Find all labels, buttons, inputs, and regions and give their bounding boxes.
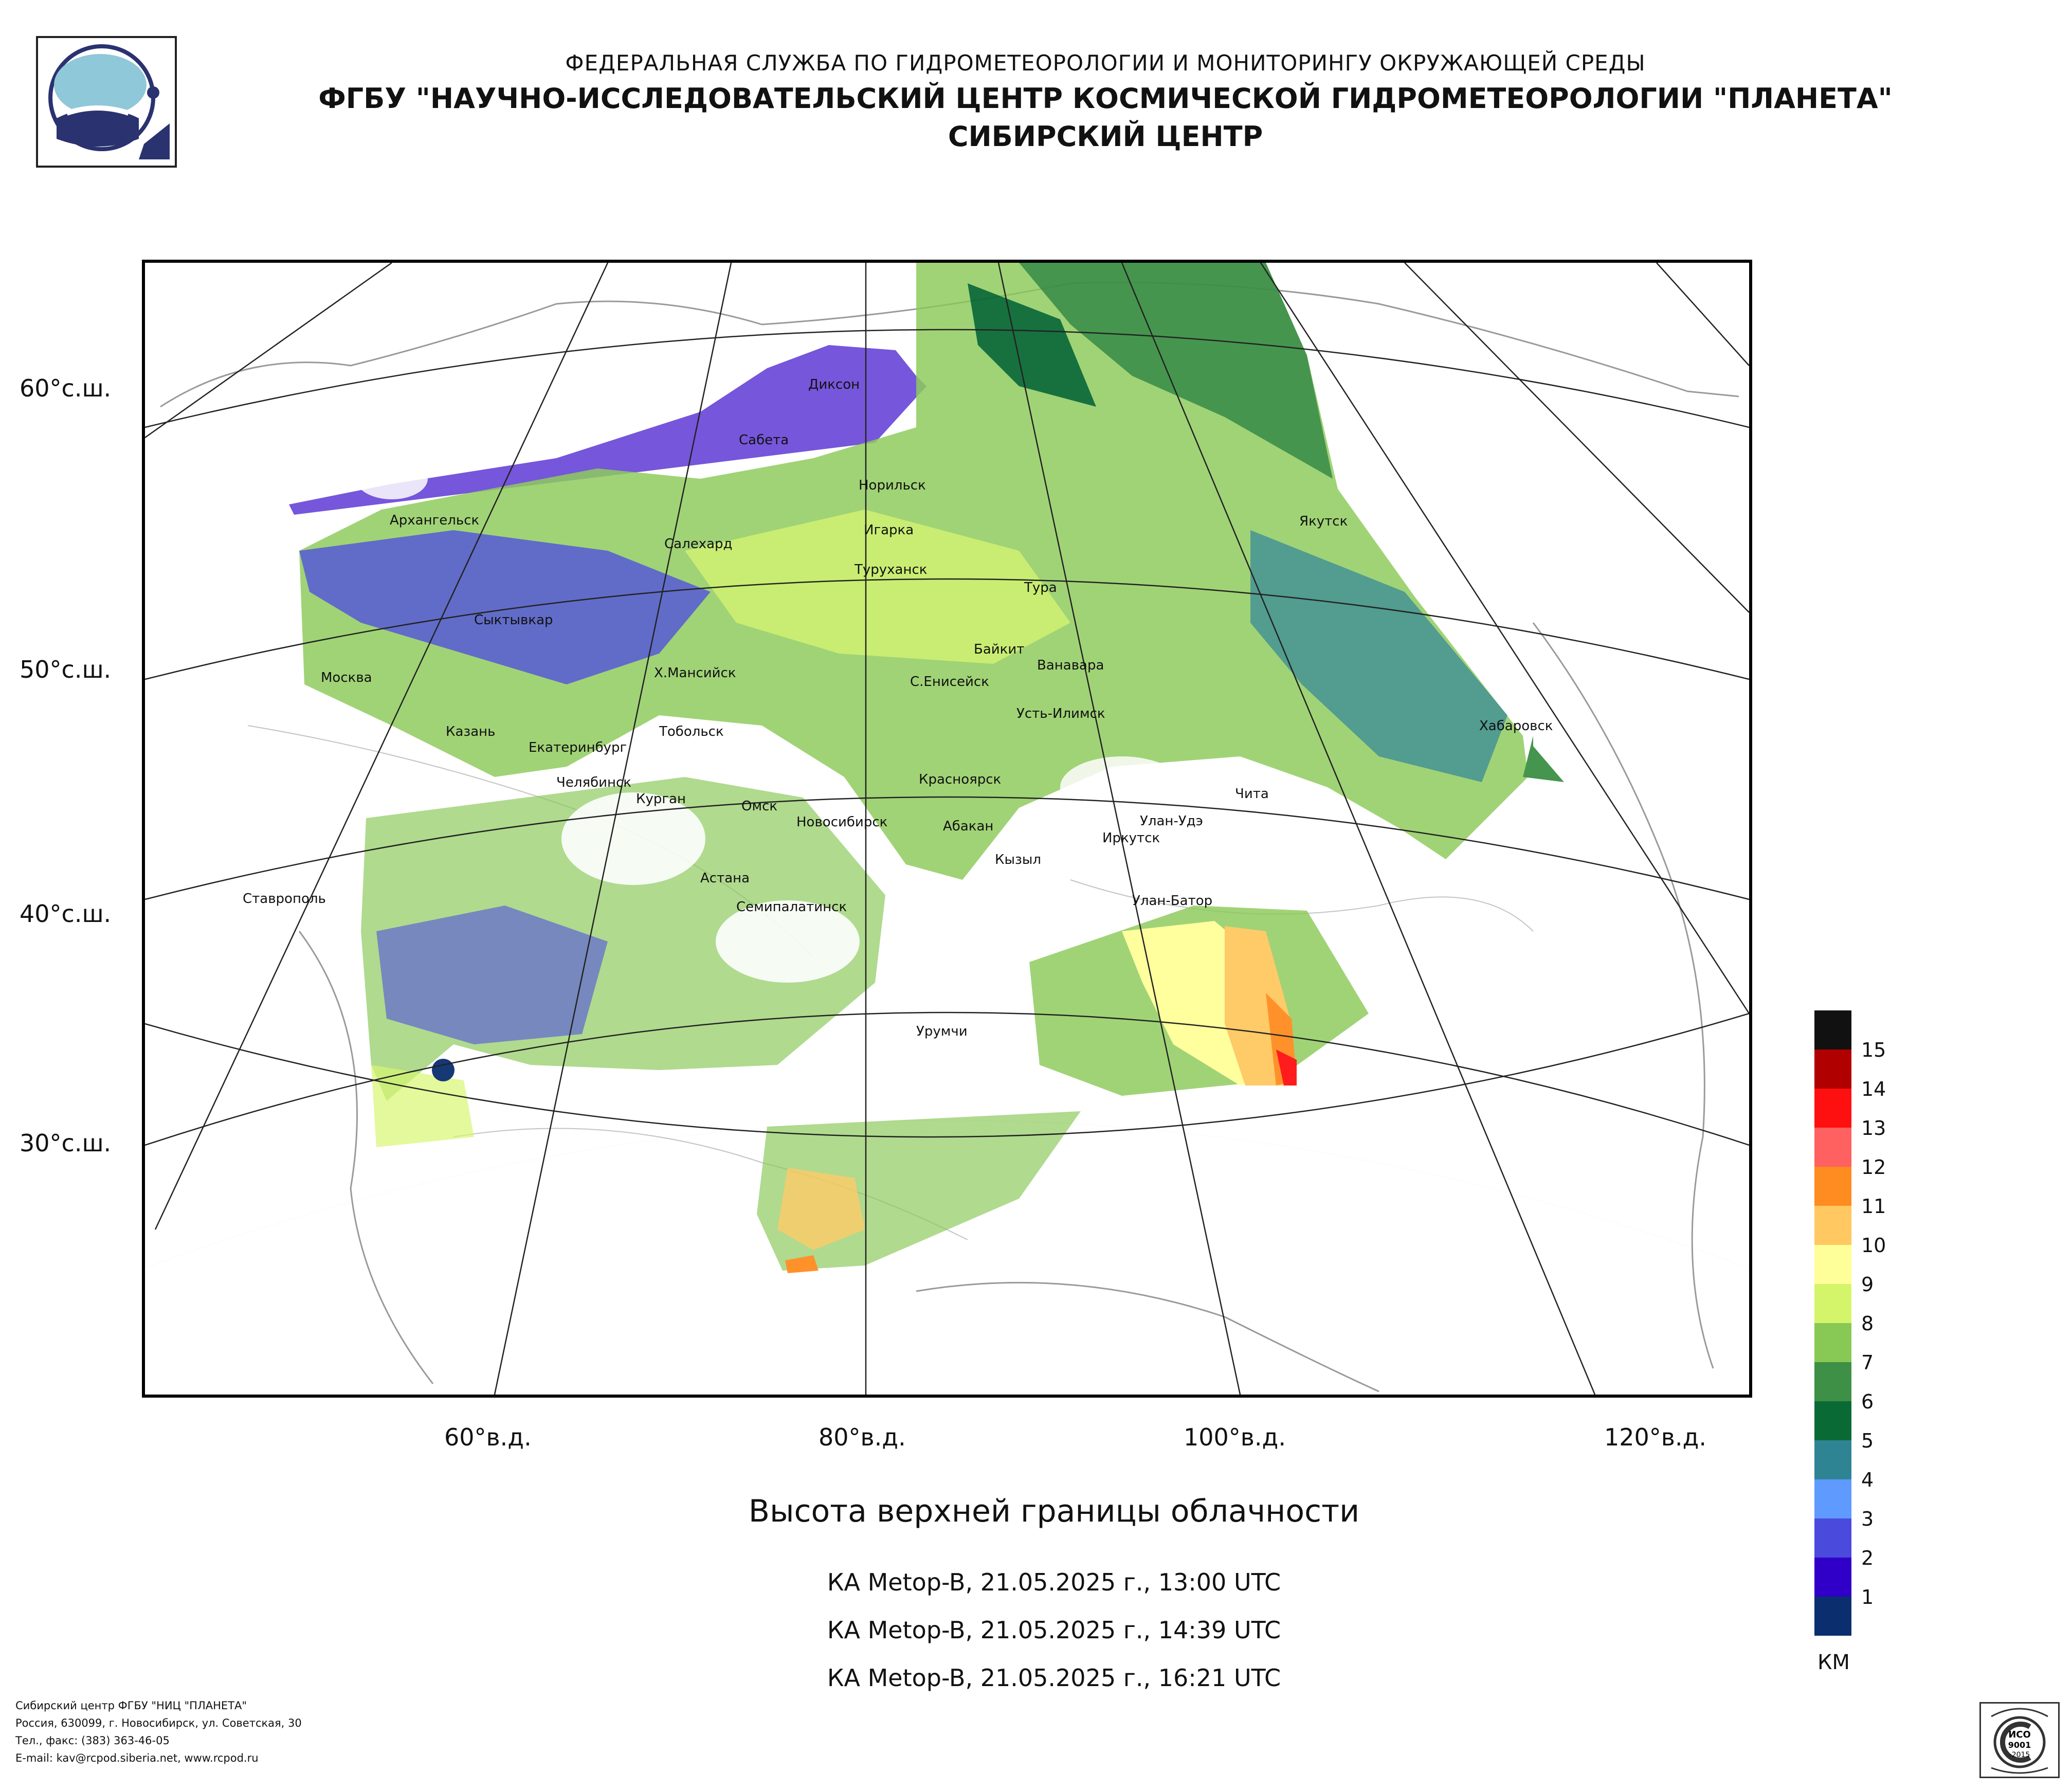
city-label: Норильск xyxy=(859,478,926,493)
legend-swatch xyxy=(1814,1050,1851,1089)
lat-label-30: 30°с.ш. xyxy=(20,1129,112,1157)
legend-label: 15 xyxy=(1861,1039,1886,1061)
legend-swatch xyxy=(1814,1245,1851,1284)
city-label: Тобольск xyxy=(659,724,724,739)
city-label: Усть-Илимск xyxy=(1016,706,1105,721)
city-label: Урумчи xyxy=(916,1024,968,1039)
legend-label: 3 xyxy=(1861,1508,1874,1530)
header-center: СИБИРСКИЙ ЦЕНТР xyxy=(948,120,1263,153)
legend-swatch xyxy=(1814,1597,1851,1636)
city-label: Семипалатинск xyxy=(736,899,847,915)
pass-1: КА Metop-B, 21.05.2025 г., 13:00 UTC xyxy=(827,1568,1281,1596)
footer-org: Сибирский центр ФГБУ "НИЦ "ПЛАНЕТА" xyxy=(15,1699,247,1712)
city-label: Челябинск xyxy=(556,775,632,790)
city-label: Сыктывкар xyxy=(474,612,553,628)
legend-label: 14 xyxy=(1861,1078,1886,1100)
city-label: Байкит xyxy=(974,642,1025,657)
city-label: Диксон xyxy=(808,377,860,392)
city-label: Хабаровск xyxy=(1479,718,1553,734)
city-label: Курган xyxy=(636,791,686,807)
city-label: Тура xyxy=(1024,580,1057,595)
city-label: Иркутск xyxy=(1102,830,1160,846)
legend-swatch xyxy=(1814,1479,1851,1518)
city-label: Х.Мансийск xyxy=(654,665,736,681)
city-label: Абакан xyxy=(943,819,994,834)
lon-label-60: 60°в.д. xyxy=(444,1423,532,1451)
footer-phone: Тел., факс: (383) 363-46-05 xyxy=(15,1734,170,1747)
city-label: С.Енисейск xyxy=(910,674,989,690)
graticule xyxy=(145,263,1749,1395)
legend-swatch xyxy=(1814,1284,1851,1323)
city-label: Екатеринбург xyxy=(529,740,627,755)
city-label: Ставрополь xyxy=(243,891,326,907)
legend-swatch xyxy=(1814,1518,1851,1558)
city-label: Чита xyxy=(1235,786,1269,802)
header-institute: ФГБУ "НАУЧНО-ИССЛЕДОВАТЕЛЬСКИЙ ЦЕНТР КОС… xyxy=(318,82,1893,115)
legend-swatch xyxy=(1814,1206,1851,1245)
legend-swatch xyxy=(1814,1558,1851,1597)
city-label: Астана xyxy=(700,871,750,886)
legend-label: 2 xyxy=(1861,1547,1874,1569)
legend-swatch xyxy=(1814,1323,1851,1362)
legend-swatch xyxy=(1814,1401,1851,1440)
legend-label: 1 xyxy=(1861,1586,1874,1608)
legend-label: 11 xyxy=(1861,1195,1886,1218)
city-label: Казань xyxy=(446,724,496,739)
lon-label-120: 120°в.д. xyxy=(1604,1423,1706,1451)
legend-label: 7 xyxy=(1861,1351,1874,1374)
legend-label: 9 xyxy=(1861,1273,1874,1296)
city-label: Улан-Батор xyxy=(1132,893,1213,909)
lon-label-80: 80°в.д. xyxy=(819,1423,906,1451)
legend-label: 6 xyxy=(1861,1390,1874,1413)
city-label: Архангельск xyxy=(390,513,480,528)
legend-label: 12 xyxy=(1861,1156,1886,1179)
city-label: Якутск xyxy=(1299,514,1348,529)
svg-text:-2015: -2015 xyxy=(2009,1751,2030,1759)
iso-certification-badge: ИСО 9001 -2015 xyxy=(1979,1702,2060,1778)
city-label: Сабета xyxy=(739,432,789,448)
city-label: Туруханск xyxy=(855,562,928,577)
city-label: Новосибирск xyxy=(796,815,888,830)
lat-label-50: 50°с.ш. xyxy=(20,656,112,683)
cloud-swath xyxy=(289,263,1564,1273)
footer-address: Россия, 630099, г. Новосибирск, ул. Сове… xyxy=(15,1717,302,1729)
city-label: Салехард xyxy=(664,536,733,552)
pass-2: КА Metop-B, 21.05.2025 г., 14:39 UTC xyxy=(827,1616,1281,1644)
map-title: Высота верхней границы облачности xyxy=(748,1493,1360,1529)
legend-swatch xyxy=(1814,1440,1851,1479)
legend-swatch xyxy=(1814,1362,1851,1401)
map-canvas xyxy=(145,263,1749,1395)
pass-3: КА Metop-B, 21.05.2025 г., 16:21 UTC xyxy=(827,1664,1281,1692)
legend-swatch xyxy=(1814,1010,1851,1050)
legend-label: 5 xyxy=(1861,1430,1874,1452)
legend-swatch xyxy=(1814,1089,1851,1128)
city-label: Ванавара xyxy=(1037,658,1104,673)
footer-contacts: Сибирский центр ФГБУ "НИЦ "ПЛАНЕТА" Росс… xyxy=(15,1697,302,1767)
city-label: Москва xyxy=(321,670,372,685)
city-label: Омск xyxy=(741,799,778,814)
cloud-top-map: Диксон Сабета Норильск Архангельск Салех… xyxy=(142,260,1752,1398)
lat-label-40: 40°с.ш. xyxy=(20,900,112,928)
iso-badge-icon: ИСО 9001 -2015 xyxy=(1991,1708,2048,1774)
legend-label: 8 xyxy=(1861,1312,1874,1335)
lon-label-100: 100°в.д. xyxy=(1184,1423,1286,1451)
svg-text:9001: 9001 xyxy=(2008,1740,2031,1750)
city-label: Игарка xyxy=(864,522,914,538)
footer-email: E-mail: kav@rcpod.siberia.net, www.rcpod… xyxy=(15,1752,259,1764)
planeta-logo xyxy=(36,36,177,168)
header-agency: ФЕДЕРАЛЬНАЯ СЛУЖБА ПО ГИДРОМЕТЕОРОЛОГИИ … xyxy=(565,50,1646,76)
svg-text:ИСО: ИСО xyxy=(2008,1729,2031,1740)
city-label: Улан-Удэ xyxy=(1140,813,1203,829)
legend-units: КМ xyxy=(1817,1651,1850,1674)
color-legend xyxy=(1814,1010,1851,1636)
legend-swatch xyxy=(1814,1128,1851,1167)
legend-label: 13 xyxy=(1861,1117,1886,1139)
city-label: Кызыл xyxy=(995,852,1041,867)
legend-label: 4 xyxy=(1861,1469,1874,1491)
legend-swatch xyxy=(1814,1167,1851,1206)
legend-label: 10 xyxy=(1861,1234,1886,1257)
lat-label-60: 60°с.ш. xyxy=(20,374,112,402)
city-label: Красноярск xyxy=(919,772,1002,787)
